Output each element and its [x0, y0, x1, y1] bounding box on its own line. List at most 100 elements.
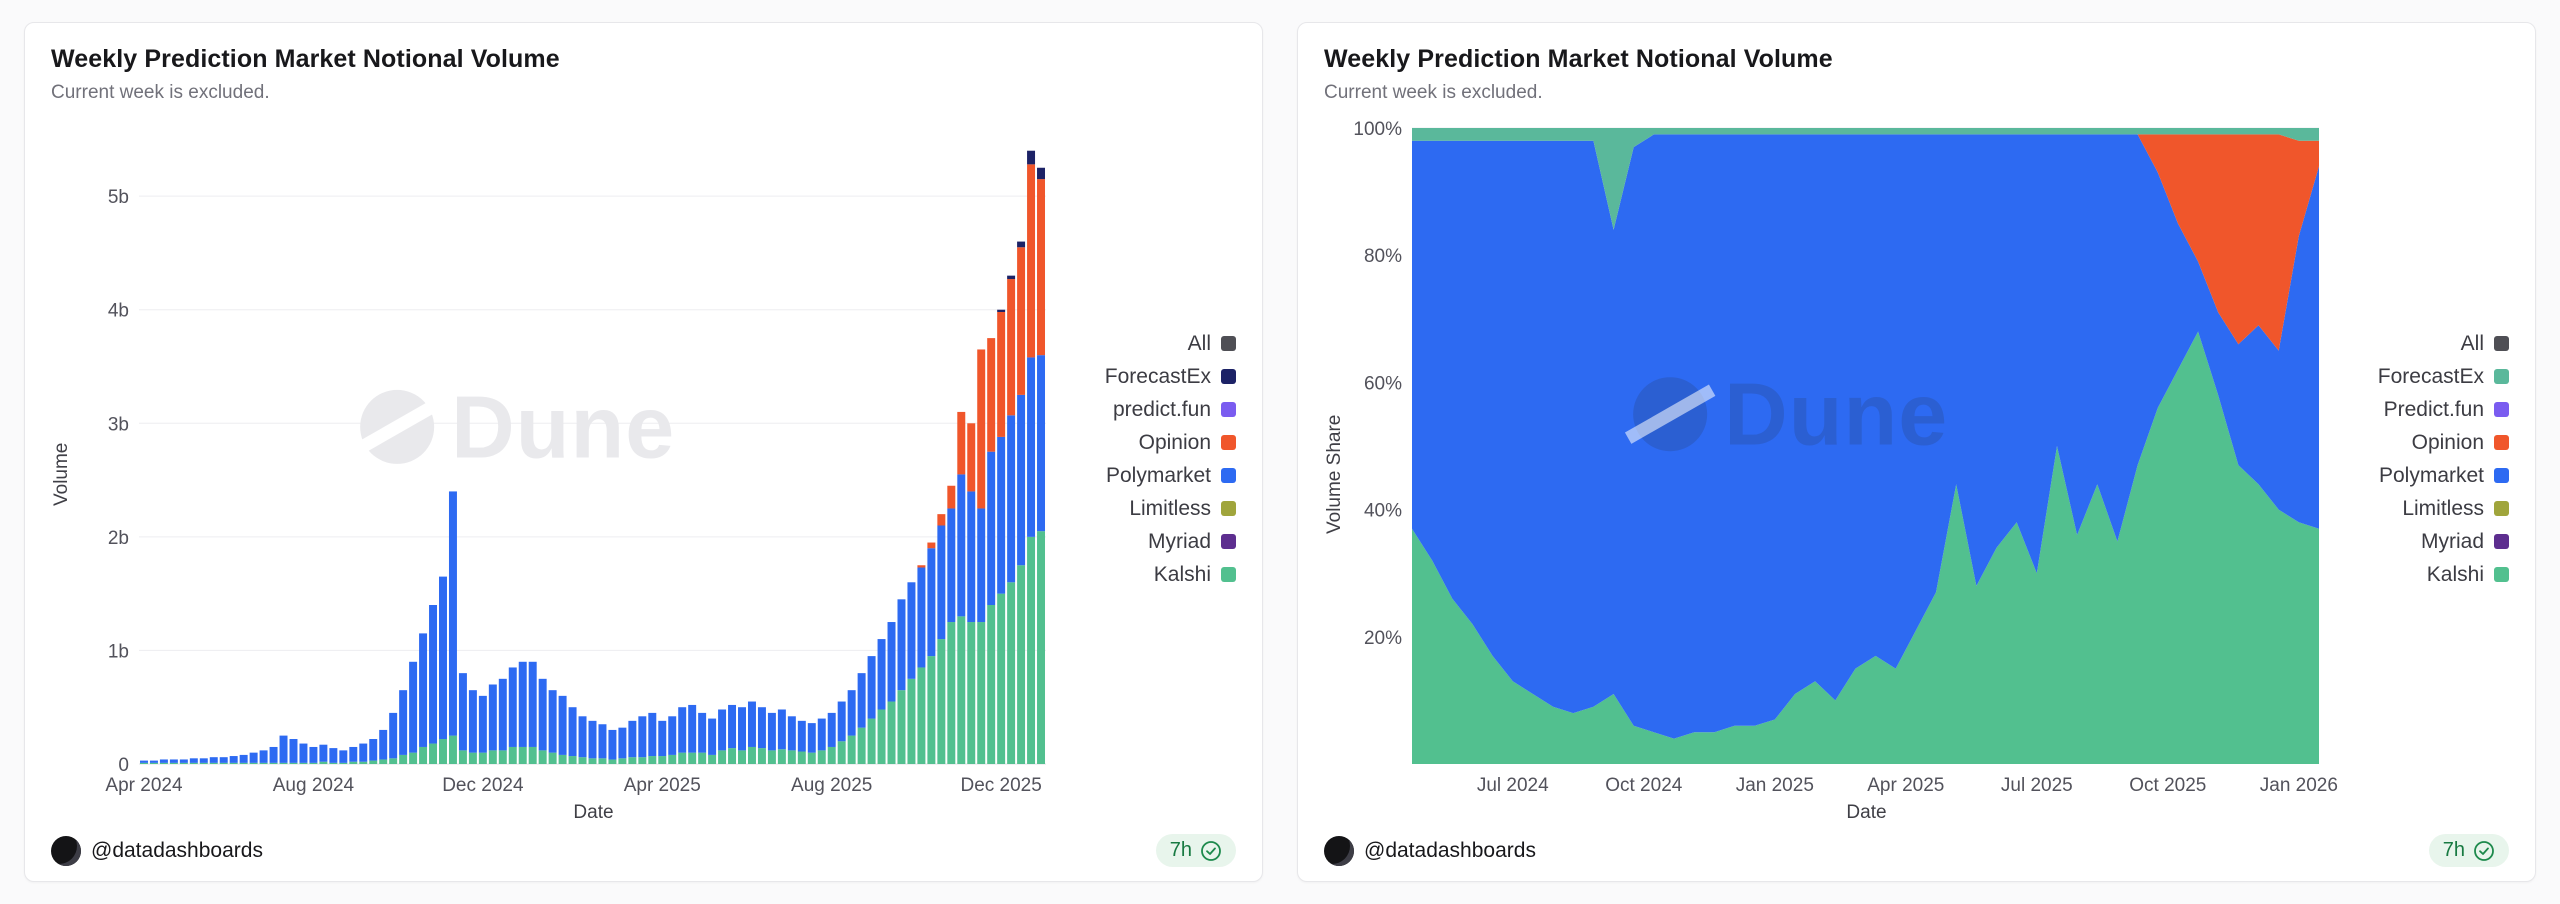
legend-item-predict-fun[interactable]: Predict.fun: [2333, 398, 2509, 422]
volume-bar-chart[interactable]: 0 1b 2b 3b 4b 5b Dune Apr 2024 Aug 2024 Dec 2024 A…: [81, 118, 1054, 800]
svg-text:Apr 2025: Apr 2025: [1867, 775, 1944, 796]
svg-text:Jul 2024: Jul 2024: [1477, 775, 1549, 796]
svg-text:Jul 2025: Jul 2025: [2001, 775, 2073, 796]
legend-item-opinion[interactable]: Opinion: [2333, 431, 2509, 455]
svg-text:Apr 2024: Apr 2024: [105, 775, 183, 796]
legend-label: Polymarket: [1105, 463, 1211, 487]
legend-item-kalshi[interactable]: Kalshi: [2333, 563, 2509, 587]
y-axis-label: Volume: [51, 442, 72, 506]
svg-text:3b: 3b: [108, 414, 129, 435]
author-byline[interactable]: @datadashboards: [1324, 835, 1536, 866]
legend-swatch: [2494, 501, 2509, 516]
author-handle[interactable]: @datadashboards: [91, 838, 263, 862]
svg-text:5b: 5b: [108, 187, 129, 208]
page-title: Weekly Prediction Market Notional Volume: [1324, 45, 1833, 73]
x-axis-label: Date: [1846, 802, 1887, 823]
legend-label: All: [1187, 331, 1211, 355]
legend-item-forecastex[interactable]: ForecastEx: [2333, 365, 2509, 389]
legend-label: Myriad: [1147, 529, 1211, 553]
chart-subtitle: Current week is excluded.: [1324, 82, 1543, 103]
legend-swatch: [2494, 567, 2509, 582]
author-byline[interactable]: @datadashboards: [51, 835, 263, 866]
panel-volume-share: Weekly Prediction Market Notional Volume…: [1297, 22, 2536, 882]
svg-text:Dune: Dune: [451, 377, 675, 476]
svg-text:4b: 4b: [108, 301, 129, 322]
legend-item-myriad[interactable]: Myriad: [1060, 530, 1236, 554]
svg-text:Oct 2024: Oct 2024: [1605, 775, 1683, 796]
svg-text:0: 0: [118, 755, 129, 776]
svg-text:Aug 2025: Aug 2025: [791, 775, 872, 796]
bar-chart-canvas[interactable]: 0 1b 2b 3b 4b 5b Dune Apr 2024 Aug 2024 Dec 2024 A…: [81, 118, 1054, 800]
x-axis-label: Date: [573, 802, 614, 823]
chart-area: Volume 0 1b 2b 3b 4b 5b Dune Apr 2024 Aug 2024 De…: [51, 118, 1236, 800]
legend-swatch: [2494, 336, 2509, 351]
legend-label: Opinion: [1138, 430, 1211, 454]
legend-swatch: [2494, 402, 2509, 417]
svg-text:Jan 2026: Jan 2026: [2260, 775, 2338, 796]
svg-text:Apr 2025: Apr 2025: [624, 775, 701, 796]
legend-swatch: [1221, 468, 1236, 483]
legend-label: Myriad: [2420, 529, 2484, 553]
legend-item-limitless[interactable]: Limitless: [1060, 497, 1236, 521]
legend-label: predict.fun: [1112, 397, 1211, 421]
legend-item-opinion[interactable]: Opinion: [1060, 431, 1236, 455]
last-updated-badge[interactable]: 7h: [1155, 834, 1236, 867]
legend-swatch: [2494, 468, 2509, 483]
legend-label: ForecastEx: [2377, 364, 2484, 388]
legend-swatch: [1221, 567, 1236, 582]
legend-item-polymarket[interactable]: Polymarket: [2333, 464, 2509, 488]
legend-label: Kalshi: [2426, 562, 2484, 586]
legend-item-forecastex[interactable]: ForecastEx: [1060, 365, 1236, 389]
last-updated-text: 7h: [2442, 839, 2465, 861]
area-chart-canvas[interactable]: 20% 40% 60% 80% 100% Jul 2024 Oct 2024 Jan 2025…: [1353, 118, 2338, 800]
legend-label: Opinion: [2411, 430, 2484, 454]
legend-swatch: [2494, 534, 2509, 549]
svg-text:2b: 2b: [108, 528, 129, 549]
dune-watermark: Dune: [1624, 365, 1948, 464]
page-title: Weekly Prediction Market Notional Volume: [51, 45, 560, 73]
legend-swatch: [2494, 435, 2509, 450]
legend-item-all[interactable]: All: [1060, 332, 1236, 356]
legend-label: All: [2460, 331, 2484, 355]
last-updated-text: 7h: [1169, 839, 1192, 861]
legend-swatch: [1221, 369, 1236, 384]
check-circle-icon: [2474, 840, 2494, 861]
legend-item-predict-fun[interactable]: predict.fun: [1060, 398, 1236, 422]
legend-item-kalshi[interactable]: Kalshi: [1060, 563, 1236, 587]
legend-label: Predict.fun: [2383, 397, 2484, 421]
svg-text:40%: 40%: [1364, 501, 1402, 522]
avatar[interactable]: [1324, 835, 1354, 866]
legend-label: Polymarket: [2378, 463, 2484, 487]
legend: All ForecastEx Predict.fun Opinion Polymarke…: [2327, 118, 2509, 800]
legend-item-myriad[interactable]: Myriad: [2333, 530, 2509, 554]
dune-watermark: Dune: [351, 377, 675, 476]
svg-text:1b: 1b: [108, 641, 129, 662]
svg-text:Oct 2025: Oct 2025: [2129, 775, 2206, 796]
svg-text:Dec 2024: Dec 2024: [442, 775, 524, 796]
svg-text:Dune: Dune: [1724, 365, 1948, 464]
legend-item-limitless[interactable]: Limitless: [2333, 497, 2509, 521]
y-axis-label: Volume Share: [1324, 414, 1345, 534]
legend-label: Kalshi: [1153, 562, 1211, 586]
legend-swatch: [1221, 435, 1236, 450]
card-footer: @datadashboards 7h: [1324, 834, 2509, 867]
svg-text:60%: 60%: [1364, 373, 1402, 394]
legend-item-all[interactable]: All: [2333, 332, 2509, 356]
last-updated-badge[interactable]: 7h: [2428, 834, 2509, 867]
legend-swatch: [1221, 501, 1236, 516]
card-footer: @datadashboards 7h: [51, 834, 1236, 867]
avatar[interactable]: [51, 835, 81, 866]
chart-subtitle: Current week is excluded.: [51, 82, 270, 103]
legend-label: Limitless: [2402, 496, 2484, 520]
svg-text:Jan 2025: Jan 2025: [1736, 775, 1814, 796]
volume-share-area-chart[interactable]: 20% 40% 60% 80% 100% Jul 2024 Oct 2024 Jan 2025…: [1353, 118, 2338, 800]
panel-notional-volume: Weekly Prediction Market Notional Volume…: [24, 22, 1263, 882]
legend-label: ForecastEx: [1104, 364, 1211, 388]
legend-swatch: [1221, 402, 1236, 417]
svg-text:Aug 2024: Aug 2024: [273, 775, 355, 796]
legend-item-polymarket[interactable]: Polymarket: [1060, 464, 1236, 488]
author-handle[interactable]: @datadashboards: [1364, 838, 1536, 862]
check-circle-icon: [1201, 840, 1221, 861]
chart-area: Volume Share 20% 40% 60% 80% 100% Jul 2024 Oct…: [1324, 118, 2509, 800]
